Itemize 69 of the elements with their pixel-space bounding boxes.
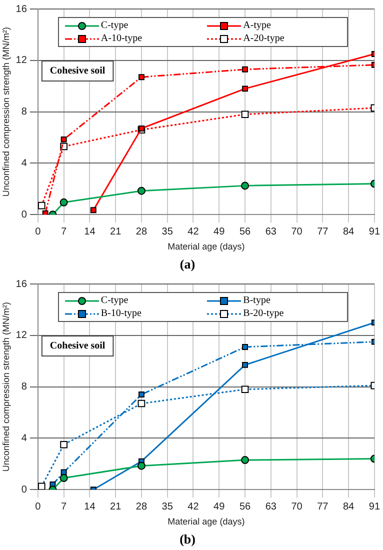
- y-axis-title: Unconfined compression strength (MN/m²): [0, 27, 11, 197]
- y-tick-label: 12: [16, 330, 28, 342]
- x-tick-label: 77: [317, 501, 329, 512]
- point: [242, 344, 248, 350]
- y-tick-label: 4: [21, 432, 28, 444]
- point: [60, 198, 68, 206]
- x-tick-label: 0: [35, 226, 42, 238]
- point: [60, 474, 68, 482]
- point: [242, 362, 248, 368]
- point: [241, 182, 250, 190]
- x-axis-title: Material age (days): [168, 241, 245, 252]
- x-tick-label: 35: [162, 226, 174, 238]
- x-tick-label: 21: [110, 501, 122, 512]
- x-tick-label: 0: [35, 501, 42, 512]
- legend-label: B-20-type: [243, 308, 284, 319]
- legend-label: C-type: [100, 20, 128, 31]
- legend-label: A-type: [243, 20, 271, 31]
- point: [137, 186, 146, 195]
- point: [137, 462, 146, 470]
- x-axis-title: Material age (days): [168, 516, 245, 526]
- x-tick-label: 56: [239, 501, 252, 512]
- y-tick-label: 0: [21, 484, 28, 496]
- legend-label: B-10-type: [100, 308, 142, 319]
- x-tick-label: 7: [61, 226, 68, 238]
- point: [138, 392, 144, 398]
- x-tick-label: 42: [188, 226, 200, 238]
- y-tick-label: 12: [16, 55, 28, 66]
- x-tick-label: 49: [214, 501, 226, 512]
- x-tick-label: 91: [368, 501, 380, 512]
- legend-label: A-20-type: [243, 33, 284, 44]
- x-tick-label: 28: [136, 226, 148, 238]
- point: [241, 456, 250, 464]
- point: [60, 136, 67, 142]
- x-tick-label: 84: [342, 226, 355, 238]
- y-axis-title: Unconfined compression strength (MN/m²): [0, 302, 11, 472]
- annotation: Cohesive soil: [50, 66, 106, 77]
- x-tick-label: 35: [162, 501, 174, 512]
- x-tick-label: 42: [188, 501, 200, 512]
- point: [138, 74, 144, 80]
- y-tick-label: 16: [16, 278, 28, 290]
- x-tick-label: 7: [61, 501, 68, 512]
- y-tick-label: 4: [21, 158, 28, 169]
- x-tick-label: 21: [110, 226, 122, 238]
- x-tick-label: 91: [368, 226, 380, 238]
- x-tick-label: 63: [265, 226, 277, 238]
- point: [242, 86, 248, 92]
- x-tick-label: 28: [136, 501, 148, 512]
- annotation: Cohesive soil: [50, 340, 106, 352]
- point: [90, 207, 96, 214]
- x-tick-label: 70: [291, 226, 303, 238]
- x-tick-label: 70: [291, 501, 303, 512]
- legend-label: A-10-type: [100, 33, 142, 44]
- y-tick-label: 16: [16, 4, 28, 15]
- x-tick-label: 14: [84, 226, 96, 238]
- x-tick-label: 63: [265, 501, 277, 512]
- x-tick-label: 56: [239, 226, 252, 238]
- x-tick-label: 49: [214, 226, 226, 238]
- x-tick-label: 84: [342, 501, 355, 512]
- y-tick-label: 8: [21, 382, 28, 393]
- y-tick-label: 8: [21, 106, 28, 118]
- x-tick-label: 77: [317, 226, 329, 238]
- text: (b): [180, 532, 196, 547]
- point: [242, 66, 248, 72]
- legend-label: C-type: [100, 295, 128, 306]
- legend-label: B-type: [243, 295, 270, 306]
- text: (a): [180, 256, 196, 272]
- x-tick-label: 14: [84, 501, 96, 512]
- point: [42, 210, 48, 215]
- y-tick-label: 0: [21, 209, 28, 220]
